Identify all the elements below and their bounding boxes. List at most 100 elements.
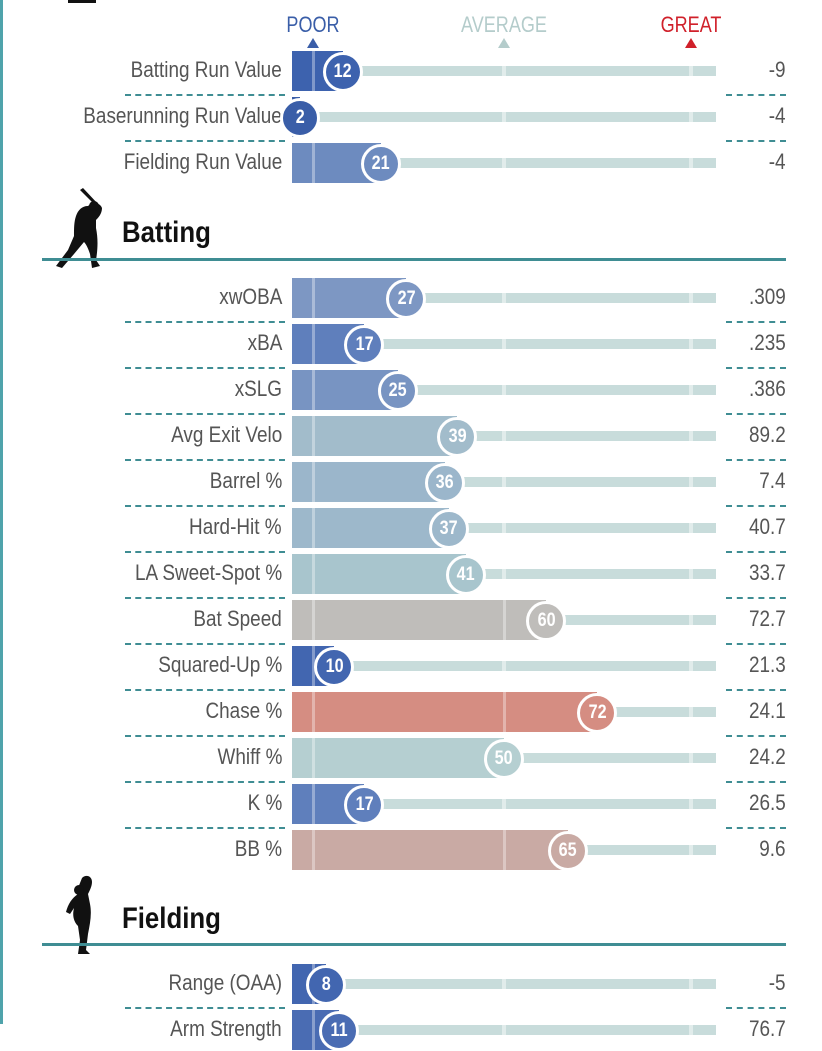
- metric-row: Whiff % 50 24.2: [0, 738, 822, 779]
- metric-label: Barrel %: [209, 468, 282, 493]
- metric-value: -4: [769, 103, 786, 128]
- percentile-track: [448, 523, 716, 533]
- metric-row: Avg Exit Velo 39 89.2: [0, 416, 822, 457]
- percentile-bubble: 8: [305, 965, 346, 1005]
- reference-tick: [688, 1025, 693, 1035]
- reference-gridline: [312, 324, 316, 364]
- percentile-track: [406, 293, 716, 303]
- percentile-bubble: 10: [314, 647, 355, 687]
- reference-gridline: [503, 692, 506, 732]
- reference-tick: [688, 845, 693, 855]
- metric-value: 89.2: [749, 422, 786, 447]
- metric-label: Squared-Up %: [157, 652, 282, 677]
- percentile-bubble: 39: [437, 417, 478, 457]
- row-separator: [125, 140, 285, 142]
- percentile-bar: [292, 830, 568, 870]
- percentile-bar: [292, 416, 458, 456]
- row-separator: [125, 597, 285, 599]
- metric-row: Arm Strength 11 76.7: [0, 1010, 822, 1051]
- percentile-track: [546, 615, 716, 625]
- metric-row: xBA 17 .235: [0, 324, 822, 365]
- percentile-track: [597, 707, 716, 717]
- metric-label: Batting Run Value: [130, 57, 282, 82]
- metric-value: 76.7: [749, 1016, 786, 1041]
- fielder-icon: [66, 875, 92, 954]
- metric-row: Range (OAA) 8 -5: [0, 964, 822, 1005]
- reference-tick: [502, 431, 506, 441]
- metric-label: Chase %: [205, 698, 282, 723]
- row-separator: [125, 505, 285, 507]
- percentile-bubble: 72: [577, 693, 618, 733]
- metric-row: Fielding Run Value 21 -4: [0, 143, 822, 184]
- row-separator: [125, 551, 285, 553]
- reference-tick: [688, 615, 693, 625]
- percentile-bar: [292, 462, 445, 502]
- row-separator: [125, 689, 285, 691]
- reference-tick: [688, 569, 693, 579]
- reference-tick: [502, 66, 506, 76]
- metric-label: Baserunning Run Value: [83, 103, 282, 128]
- percentile-bubble: 36: [424, 463, 465, 503]
- reference-gridline: [312, 508, 316, 548]
- reference-gridline: [312, 278, 316, 318]
- row-separator: [726, 321, 786, 323]
- row-separator: [726, 140, 786, 142]
- reference-tick: [502, 477, 506, 487]
- reference-tick: [502, 569, 506, 579]
- legend-great-label: GREAT: [660, 12, 721, 37]
- row-separator: [726, 1007, 786, 1009]
- percentile-track: [325, 979, 716, 989]
- percentile-track: [338, 1025, 716, 1035]
- metric-row: LA Sweet-Spot % 41 33.7: [0, 554, 822, 595]
- legend-great-marker-icon: [684, 38, 697, 48]
- row-separator: [125, 413, 285, 415]
- reference-tick: [688, 431, 693, 441]
- percentile-track: [381, 158, 716, 168]
- metric-label: BB %: [234, 836, 282, 861]
- metric-value: 21.3: [749, 652, 786, 677]
- row-separator: [726, 505, 786, 507]
- reference-tick: [688, 385, 693, 395]
- metric-row: xSLG 25 .386: [0, 370, 822, 411]
- metric-value: -4: [769, 149, 786, 174]
- percentile-bubble: 11: [318, 1011, 359, 1051]
- reference-tick: [688, 339, 693, 349]
- reference-gridline: [312, 692, 316, 732]
- percentile-bubble: 21: [361, 144, 402, 184]
- metric-label: LA Sweet-Spot %: [134, 560, 282, 585]
- metric-row: Batting Run Value 12 -9: [0, 51, 822, 92]
- percentile-track: [444, 477, 716, 487]
- row-separator: [125, 643, 285, 645]
- metric-label: xBA: [247, 330, 282, 355]
- reference-gridline: [312, 1010, 316, 1050]
- section-title-batting: Batting: [122, 216, 211, 249]
- row-separator: [726, 643, 786, 645]
- percentile-track: [567, 845, 716, 855]
- row-separator: [726, 367, 786, 369]
- row-separator: [125, 781, 285, 783]
- reference-tick: [502, 979, 506, 989]
- reference-tick: [502, 385, 506, 395]
- percentile-bubble: 27: [386, 279, 427, 319]
- section-title-fielding: Fielding: [122, 902, 221, 935]
- metric-value: 24.2: [749, 744, 786, 769]
- reference-tick: [688, 707, 693, 717]
- section-divider: [42, 943, 786, 946]
- metric-row: BB % 65 9.6: [0, 830, 822, 871]
- percentile-track: [300, 112, 716, 122]
- left-border: [0, 0, 3, 1024]
- metric-label: K %: [247, 790, 282, 815]
- reference-gridline: [312, 554, 316, 594]
- row-separator: [125, 1007, 285, 1009]
- reference-tick: [688, 158, 693, 168]
- reference-tick: [688, 112, 693, 122]
- metric-value: 9.6: [759, 836, 786, 861]
- metric-value: -9: [769, 57, 786, 82]
- reference-tick: [688, 799, 693, 809]
- row-separator: [726, 735, 786, 737]
- batter-icon: [56, 188, 102, 268]
- legend-poor-label: POOR: [286, 12, 340, 37]
- reference-tick: [502, 523, 506, 533]
- percentile-bubble: 12: [322, 52, 363, 92]
- metric-row: Bat Speed 60 72.7: [0, 600, 822, 641]
